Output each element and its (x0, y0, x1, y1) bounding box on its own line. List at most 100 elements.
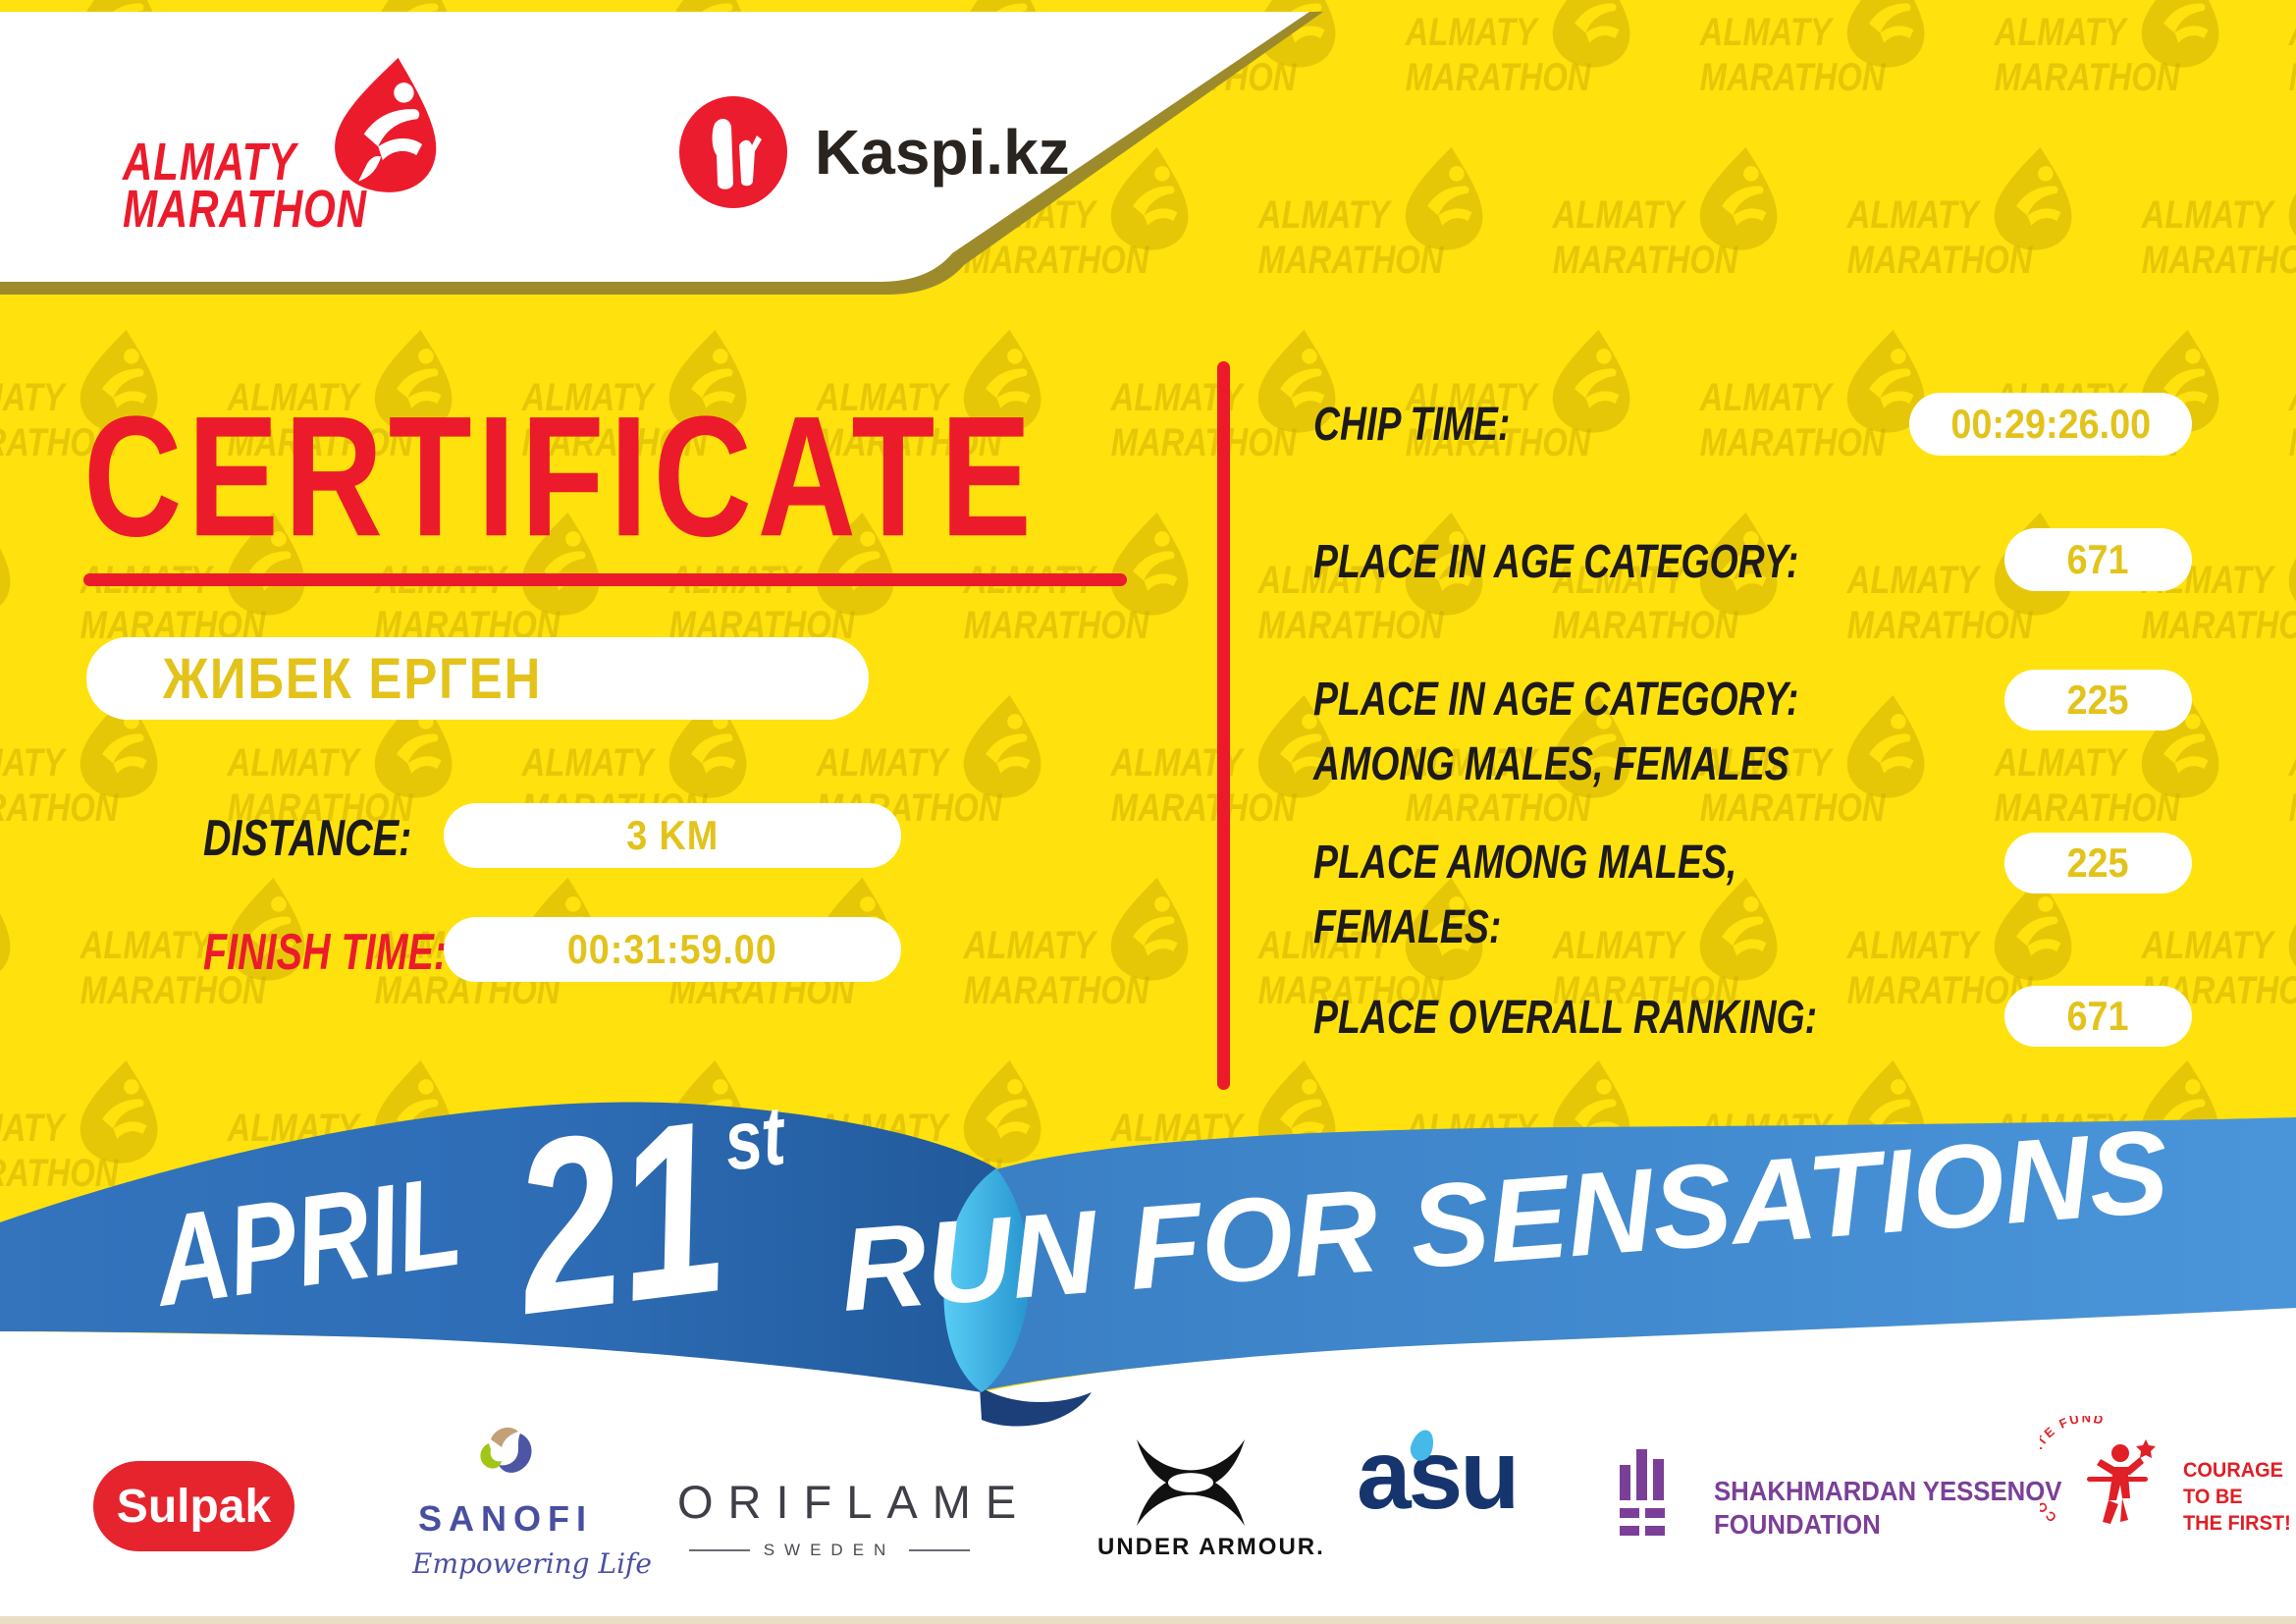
distance-value-field: 3 KM (444, 803, 901, 868)
under-armour-icon (1137, 1439, 1245, 1526)
watermark-line2: MARATHON (1995, 785, 2181, 830)
place-among-gender-value: 225 (2066, 839, 2130, 886)
finish-time-value: 00:31:59.00 (567, 926, 777, 972)
ribbon-date-number: 21 (498, 1068, 737, 1366)
sanofi-label: SANOFI (417, 1498, 593, 1539)
sanofi-bird-icon (480, 1427, 532, 1473)
sulpak-label: Sulpak (116, 1480, 272, 1533)
place-age-category-gender-line1: PLACE IN AGE CATEGORY: (1313, 674, 1799, 726)
watermark-line2: MARATHON (0, 420, 120, 464)
watermark-line2: MARATHON (1847, 238, 2034, 282)
bottom-white-area (0, 1308, 2296, 1624)
watermark-line2: MARATHON (1111, 420, 1298, 464)
watermark-line1: ALMATY (1994, 740, 2129, 785)
bottom-edge-strip (0, 1616, 2296, 1624)
watermark-line1: ALMATY (816, 375, 951, 419)
certificate-title: CERTIFICATE (83, 381, 1038, 573)
watermark-line1: ALMATY (1699, 10, 1835, 54)
vertical-divider (1217, 361, 1230, 1090)
watermark-line1: ALMATY (1552, 558, 1687, 602)
watermark-line1: ALMATY (1405, 740, 1540, 785)
watermark-line1: ALMATY (1405, 10, 1540, 54)
ribbon-date-suffix: st (720, 1089, 793, 1189)
watermark-line2: MARATHON (964, 968, 1150, 1012)
watermark-line1: ALMATY (1699, 375, 1835, 419)
watermark-line2: MARATHON (1553, 968, 1739, 1012)
watermark-line1: ALMATY (1552, 192, 1687, 237)
watermark-line1: ALMATY (2141, 923, 2276, 967)
chip-time-value: 00:29:26.00 (1950, 401, 2151, 447)
watermark-line2: MARATHON (1258, 238, 1445, 282)
finish-time-value-field: 00:31:59.00 (444, 917, 901, 982)
sponsor-yessenov-foundation: SHAKHMARDAN YESSENOV FOUNDATION (1620, 1449, 2092, 1542)
place-among-gender-line1: PLACE AMONG MALES, (1313, 837, 1737, 889)
place-among-gender-line2: FEMALES: (1313, 901, 1502, 953)
sponsor-under-armour: UNDER ARMOUR. (1097, 1439, 1323, 1561)
courage-arc-text: CORPORATE FUND (2040, 1416, 2105, 1525)
watermark-line1: ALMATY (2141, 192, 2276, 237)
yessenov-label: SHAKHMARDAN YESSENOV FOUNDATION (1714, 1475, 2062, 1542)
sponsor-oriflame: ORIFLAME SWEDEN (677, 1475, 1032, 1560)
header-shape (0, 12, 1323, 295)
watermark-line1: ALMATY (1699, 740, 1835, 785)
place-age-category-gender-value-field: 225 (2004, 670, 2192, 731)
watermark-line2: MARATHON (2289, 785, 2296, 830)
watermark-line2: MARATHON (1995, 55, 2181, 99)
svg-text:CORPORATE FUND: CORPORATE FUND (2040, 1416, 2107, 1525)
distance-value: 3 KM (626, 812, 719, 858)
watermark-line1: ALMATY (0, 1106, 68, 1150)
watermark-line2: MARATHON (1258, 603, 1445, 647)
runner-name-field: ЖИБЕК ЕРГЕН (86, 637, 869, 720)
watermark-line2: MARATHON (1553, 603, 1739, 647)
watermark-line2: MARATHON (1258, 968, 1445, 1012)
place-overall-value-field: 671 (2004, 986, 2192, 1047)
ribbon-fold-shadow (980, 1386, 1092, 1427)
sponsor-sanofi: SANOFI Empowering Life (412, 1422, 652, 1580)
runner-name: ЖИБЕК ЕРГЕН (163, 646, 543, 711)
oriflame-subtitle: SWEDEN (677, 1541, 982, 1560)
watermark-line2: MARATHON (1553, 238, 1739, 282)
oriflame-label: ORIFLAME (677, 1476, 1032, 1528)
courage-line2: TO BE (2183, 1485, 2243, 1508)
place-age-category-label: PLACE IN AGE CATEGORY: (1313, 536, 1799, 588)
watermark-line1: ALMATY (1257, 558, 1393, 602)
watermark-line1: ALMATY (1257, 192, 1393, 237)
watermark-line1: ALMATY (0, 375, 68, 419)
watermark-line2: MARATHON (1700, 785, 1887, 830)
courage-line3: THE FIRST! (2183, 1511, 2291, 1535)
